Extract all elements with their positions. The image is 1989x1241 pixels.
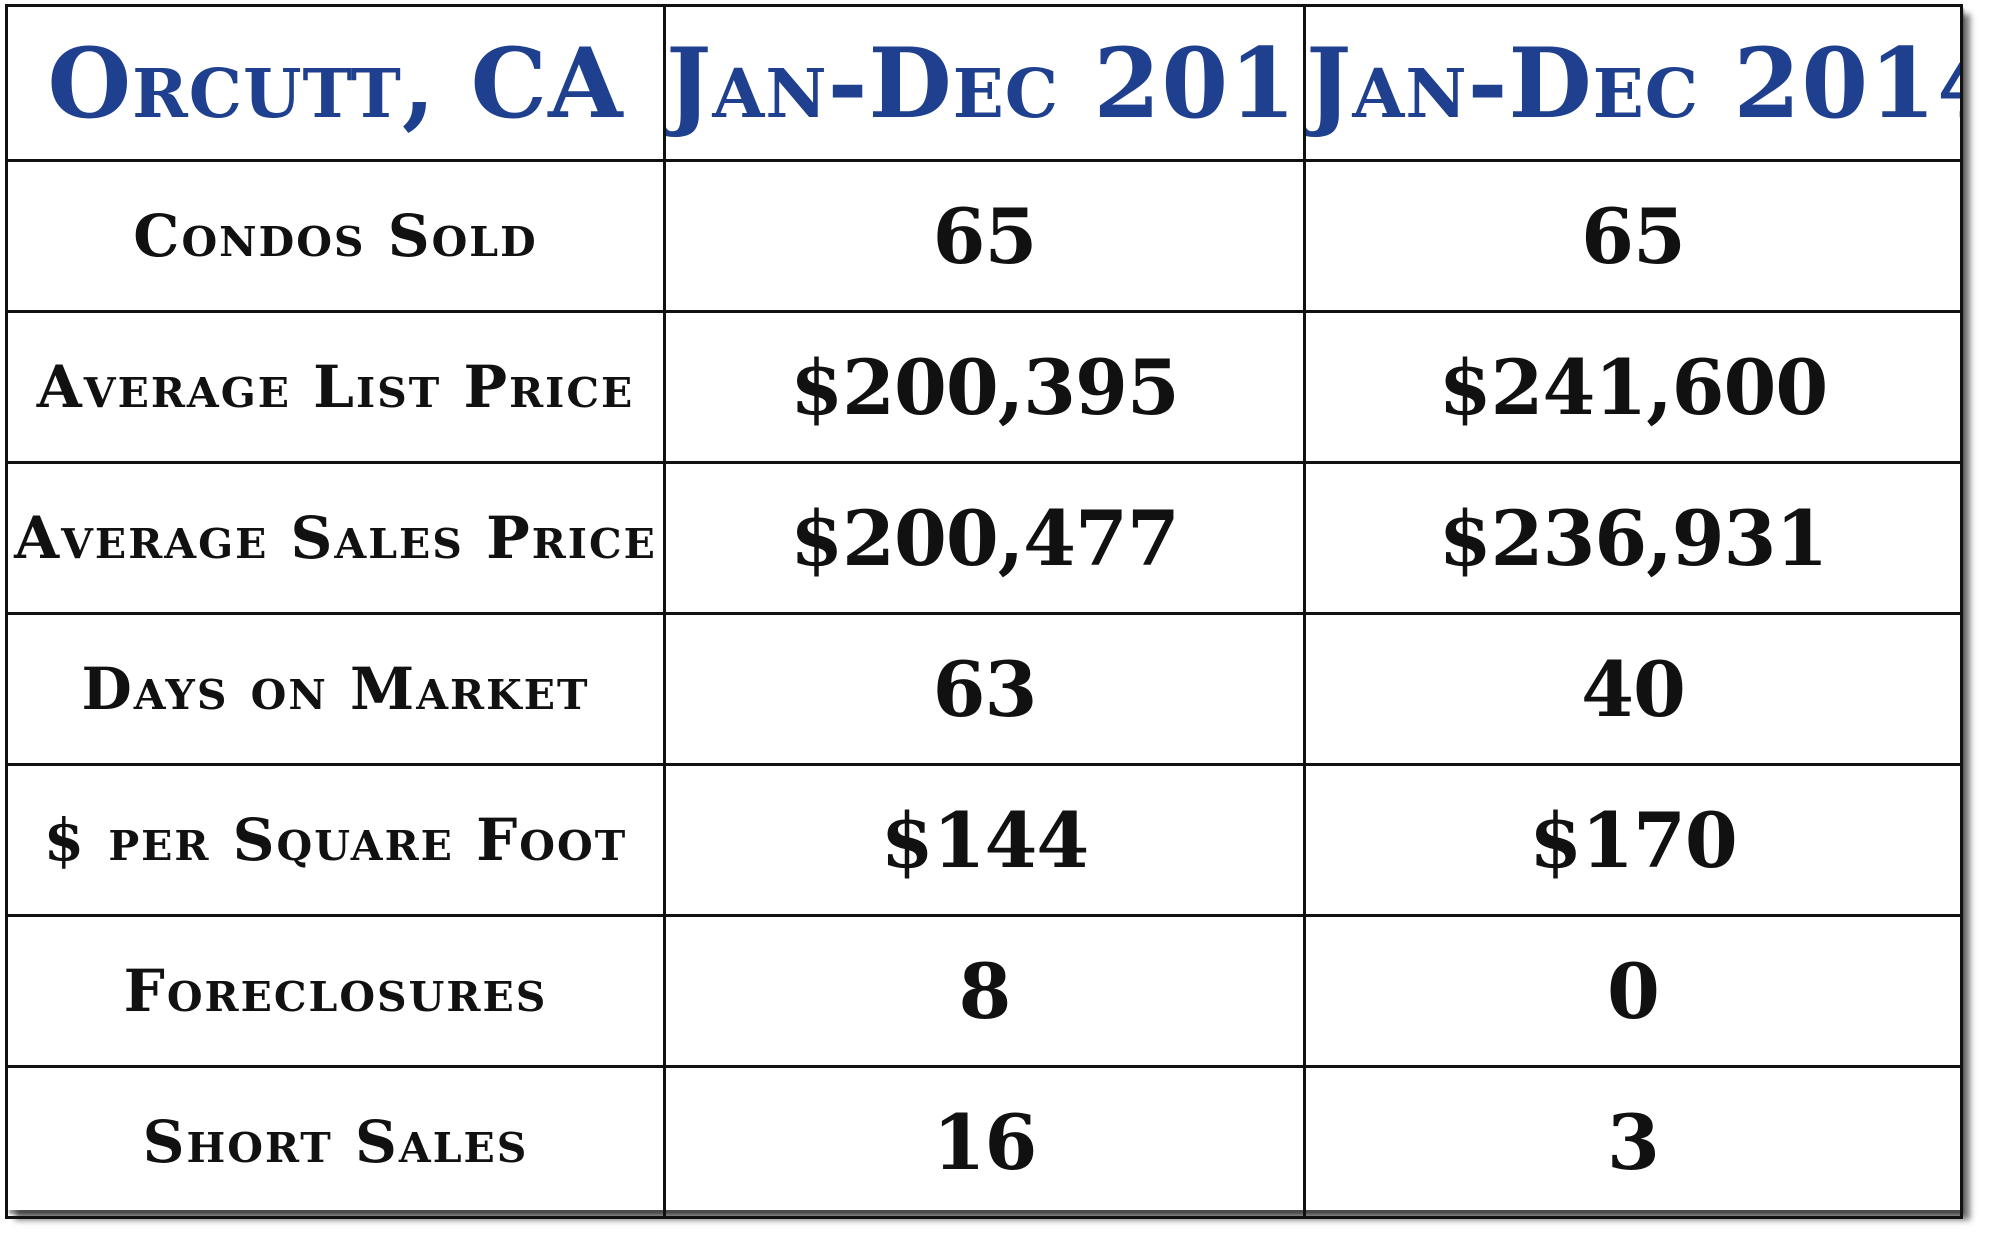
table-row: Average List Price $200,395 $241,600 (5, 310, 1963, 464)
price-per-square-foot-label: $ per Square Foot (43, 806, 628, 874)
foreclosures-label: Foreclosures (123, 957, 548, 1025)
table-row: Short Sales 16 3 (5, 1065, 1963, 1219)
row-label-cell: $ per Square Foot (5, 763, 666, 917)
value-cell-2013: $200,477 (663, 461, 1306, 615)
condos-sold-2014-value: 65 (1581, 191, 1686, 281)
table-row: $ per Square Foot $144 $170 (5, 763, 1963, 917)
value-cell-2014: $170 (1303, 763, 1963, 917)
short-sales-2014-value: 3 (1607, 1097, 1660, 1187)
period-2014-header: Jan-Dec 2014 (1306, 26, 1962, 140)
days-on-market-2013-value: 63 (932, 644, 1038, 734)
market-stats-table: Orcutt, CA Jan-Dec 2013 Jan-Dec 2014 Con… (5, 4, 1963, 1219)
value-cell-2014: 40 (1303, 612, 1963, 766)
header-row: Orcutt, CA Jan-Dec 2013 Jan-Dec 2014 (5, 4, 1963, 162)
average-sales-price-label: Average Sales Price (14, 504, 657, 572)
row-label-cell: Condos Sold (5, 159, 666, 313)
condos-sold-2013-value: 65 (932, 191, 1038, 281)
days-on-market-2014-value: 40 (1581, 644, 1686, 734)
short-sales-label: Short Sales (142, 1108, 529, 1176)
location-header: Orcutt, CA (47, 26, 624, 140)
header-cell-2013: Jan-Dec 2013 (663, 4, 1306, 162)
value-cell-2013: 8 (663, 914, 1306, 1068)
row-label-cell: Foreclosures (5, 914, 666, 1068)
header-cell-2014: Jan-Dec 2014 (1303, 4, 1963, 162)
table-row: Days on Market 63 40 (5, 612, 1963, 766)
row-label-cell: Short Sales (5, 1065, 666, 1219)
table-row: Foreclosures 8 0 (5, 914, 1963, 1068)
value-cell-2014: 65 (1303, 159, 1963, 313)
short-sales-2013-value: 16 (932, 1097, 1038, 1187)
period-2013-header: Jan-Dec 2013 (666, 26, 1305, 140)
average-list-price-2014-value: $241,600 (1438, 342, 1829, 432)
foreclosures-2013-value: 8 (958, 946, 1012, 1036)
row-label-cell: Days on Market (5, 612, 666, 766)
foreclosures-2014-value: 0 (1607, 946, 1660, 1036)
price-per-square-foot-2014-value: $170 (1529, 795, 1738, 885)
header-cell-location: Orcutt, CA (5, 4, 666, 162)
value-cell-2014: 3 (1303, 1065, 1963, 1219)
table-row: Condos Sold 65 65 (5, 159, 1963, 313)
value-cell-2013: 63 (663, 612, 1306, 766)
price-per-square-foot-2013-value: $144 (880, 795, 1090, 885)
average-list-price-2013-value: $200,395 (790, 342, 1180, 432)
value-cell-2013: 65 (663, 159, 1306, 313)
row-label-cell: Average List Price (5, 310, 666, 464)
stats-table-card: Orcutt, CA Jan-Dec 2013 Jan-Dec 2014 Con… (5, 4, 1963, 1219)
value-cell-2013: 16 (663, 1065, 1306, 1219)
value-cell-2014: $241,600 (1303, 310, 1963, 464)
row-label-cell: Average Sales Price (5, 461, 666, 615)
value-cell-2013: $144 (663, 763, 1306, 917)
value-cell-2013: $200,395 (663, 310, 1306, 464)
average-sales-price-2013-value: $200,477 (790, 493, 1180, 583)
value-cell-2014: $236,931 (1303, 461, 1963, 615)
average-list-price-label: Average List Price (36, 353, 635, 421)
value-cell-2014: 0 (1303, 914, 1963, 1068)
average-sales-price-2014-value: $236,931 (1438, 493, 1829, 583)
table-row: Average Sales Price $200,477 $236,931 (5, 461, 1963, 615)
condos-sold-label: Condos Sold (133, 202, 538, 270)
days-on-market-label: Days on Market (81, 655, 590, 723)
